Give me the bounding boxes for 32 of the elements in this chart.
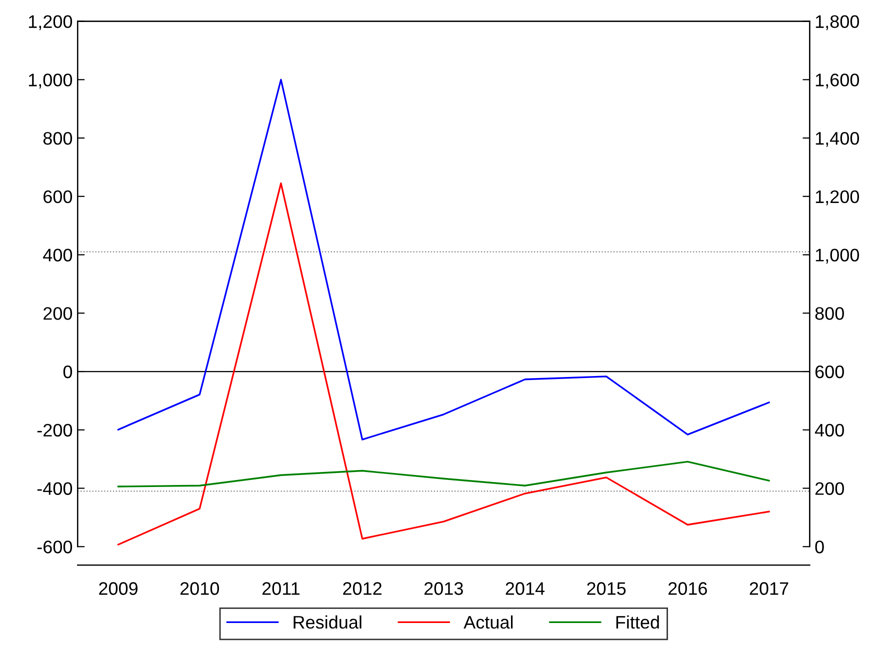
x-tick-label: 2015 <box>587 582 626 595</box>
x-tick-label: 2013 <box>424 582 463 595</box>
legend-label: Actual <box>464 615 513 629</box>
x-tick-label: 2009 <box>99 582 138 595</box>
x-tick-label: 2014 <box>506 582 545 595</box>
y-tick-label: 0 <box>63 365 72 378</box>
y2-tick-label: 1,600 <box>816 74 860 89</box>
y2-tick-label: 1,000 <box>816 248 860 264</box>
y-tick-label: 1,000 <box>28 74 72 89</box>
legend-label: Residual <box>294 615 362 629</box>
y2-tick-label: 1,200 <box>816 190 860 206</box>
y-tick-label: 200 <box>44 307 72 320</box>
x-tick-label: 2011 <box>262 582 300 595</box>
y-tick-label: -400 <box>37 482 72 495</box>
x-tick-label: 2016 <box>668 582 707 595</box>
x-tick-label: 2017 <box>750 582 788 595</box>
y2-tick-label: 0 <box>815 540 824 554</box>
y-tick-label: 1,200 <box>28 15 72 30</box>
y-tick-label: 600 <box>44 190 72 204</box>
y-tick-label: 800 <box>43 132 72 145</box>
y-tick-label: -600 <box>37 540 72 554</box>
y2-tick-label: 1,400 <box>816 132 860 147</box>
x-tick-label: 2012 <box>343 582 382 595</box>
legend-label: Fitted <box>616 615 659 629</box>
y-tick-label: 400 <box>43 248 72 262</box>
x-tick-label: 2010 <box>180 582 220 595</box>
y2-tick-label: 400 <box>814 424 844 437</box>
y-tick-label: -200 <box>37 424 72 437</box>
y2-tick-label: 800 <box>815 307 844 320</box>
y2-tick-label: 600 <box>815 365 844 378</box>
y2-tick-label: 200 <box>815 482 844 495</box>
y2-tick-label: 1,800 <box>816 15 860 30</box>
